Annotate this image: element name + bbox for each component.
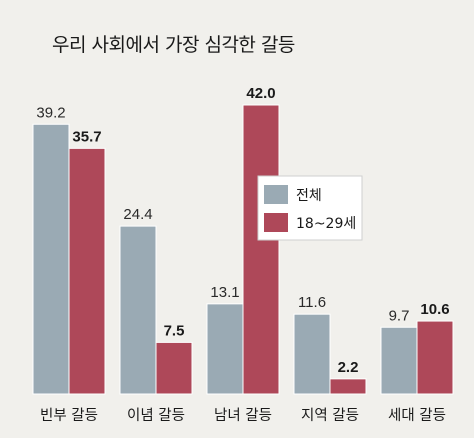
bar-18-29-3 — [329, 378, 367, 395]
bar-all-4 — [380, 326, 418, 395]
value-labels-group: 39.2 35.7 24.4 7.5 13.1 42.0 11.6 2.2 9.7 10.6 — [36, 85, 449, 376]
value-label-all-1: 24.4 — [123, 206, 152, 223]
value-label-18-29-3: 2.2 — [338, 359, 359, 376]
legend-swatch-18-29 — [264, 213, 288, 232]
category-label-3: 지역 갈등 — [301, 407, 359, 424]
legend-label-18-29: 18~29세 — [296, 216, 356, 232]
category-label-1: 이념 갈등 — [127, 407, 185, 424]
value-label-all-0: 39.2 — [36, 104, 65, 121]
value-label-18-29-1: 7.5 — [164, 322, 185, 339]
bar-all-0 — [32, 123, 70, 395]
legend: 전체 18~29세 — [257, 175, 363, 241]
value-label-all-3: 11.6 — [298, 294, 326, 311]
bar-all-1 — [119, 225, 157, 395]
category-label-2: 남녀 갈등 — [214, 407, 272, 424]
category-labels-group: 빈부 갈등 이념 갈등 남녀 갈등 지역 갈등 세대 갈등 — [40, 407, 446, 424]
bar-18-29-4 — [416, 320, 454, 395]
bar-18-29-0 — [68, 147, 106, 395]
value-label-18-29-2: 42.0 — [246, 85, 275, 102]
legend-label-all: 전체 — [296, 188, 322, 204]
value-label-all-4: 9.7 — [389, 307, 410, 324]
chart-title: 우리 사회에서 가장 심각한 갈등 — [52, 34, 295, 56]
legend-swatch-all — [264, 185, 288, 204]
bar-18-29-1 — [155, 341, 193, 395]
bar-all-2 — [206, 303, 244, 395]
value-label-all-2: 13.1 — [210, 284, 239, 301]
category-label-0: 빈부 갈등 — [40, 407, 98, 424]
bars-group — [32, 104, 454, 395]
bar-all-3 — [293, 313, 331, 395]
category-label-4: 세대 갈등 — [388, 407, 446, 424]
value-label-18-29-4: 10.6 — [420, 301, 449, 318]
value-label-18-29-0: 35.7 — [72, 128, 101, 145]
bar-18-29-2 — [242, 104, 280, 395]
